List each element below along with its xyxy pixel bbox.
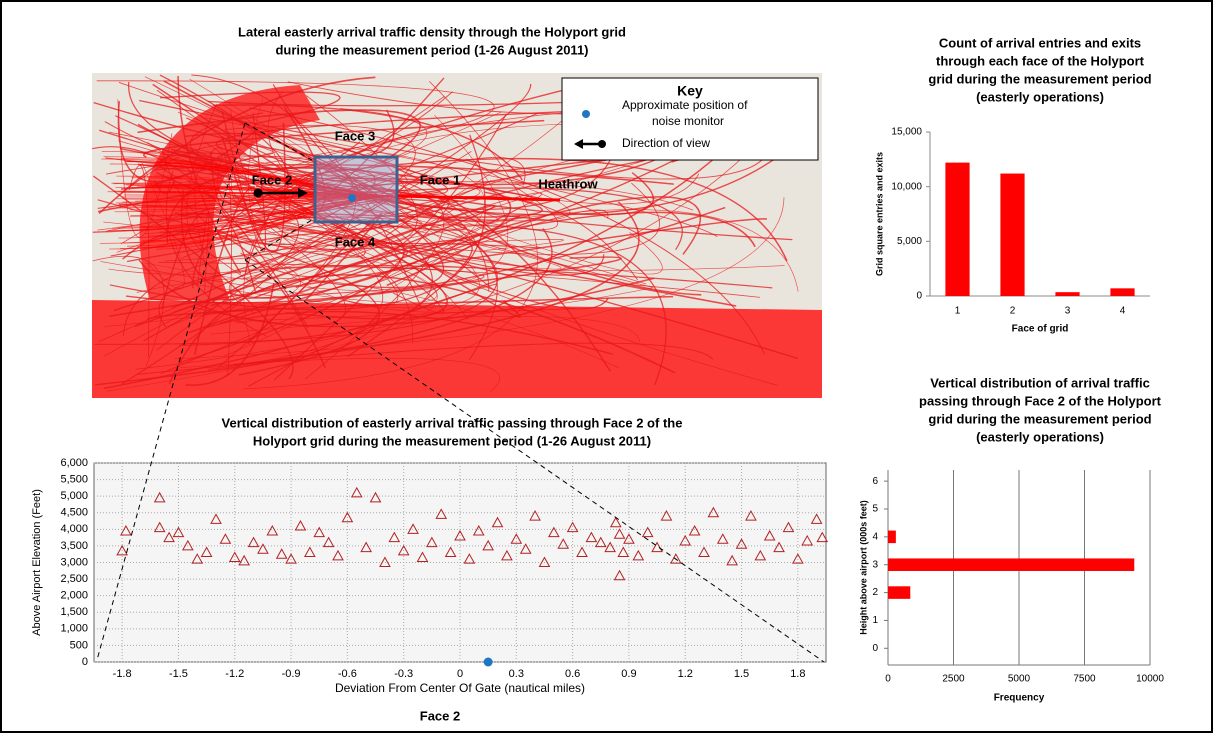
x-tick-label: 7500 (1073, 674, 1096, 685)
trace-mass (92, 300, 822, 398)
x-axis-label: Deviation From Center Of Gate (nautical … (335, 681, 585, 695)
x-tick-label: 10000 (1136, 674, 1164, 685)
y-tick-label: 4,000 (60, 523, 88, 535)
chart-title: passing through Face 2 of the Holyport (919, 393, 1162, 408)
x-tick-label: -0.6 (338, 668, 357, 680)
chart-title: Vertical distribution of easterly arriva… (222, 415, 683, 430)
y-tick-label: 5 (872, 504, 878, 515)
y-axis-label: Height above airport (000s feet) (858, 500, 868, 635)
x-tick-label: -1.2 (225, 668, 244, 680)
y-axis-label: Above Airport Elevation (Feet) (31, 489, 43, 636)
face-label: Face 4 (335, 234, 376, 249)
key-label: noise monitor (652, 114, 724, 128)
y-tick-label: 4,500 (60, 507, 88, 519)
y-tick-label: 6,000 (60, 457, 88, 469)
x-tick-label: 2 (1010, 306, 1016, 317)
point (484, 658, 493, 667)
y-tick-label: 3 (872, 559, 878, 570)
y-tick-label: 5,000 (60, 490, 88, 502)
y-tick-label: 5,000 (897, 236, 922, 247)
bar (888, 586, 910, 599)
key-monitor-dot (582, 110, 590, 118)
x-tick-label: 1.8 (790, 668, 805, 680)
bar (1000, 174, 1024, 296)
x-tick-label: 2500 (942, 674, 965, 685)
x-tick-label: 0 (457, 668, 463, 680)
y-tick-label: 1,000 (60, 623, 88, 635)
key-arrow-tail (598, 140, 606, 148)
chart-title: (easterly operations) (976, 89, 1104, 104)
x-tick-label: 0 (885, 674, 891, 685)
x-tick-label: 1.5 (734, 668, 749, 680)
bar (888, 558, 1134, 571)
x-tick-label: -1.8 (113, 668, 132, 680)
y-tick-label: 5,500 (60, 473, 88, 485)
y-tick-label: 3,000 (60, 556, 88, 568)
y-tick-label: 4 (872, 531, 878, 542)
x-tick-label: 0.6 (565, 668, 580, 680)
x-tick-label: 5000 (1008, 674, 1031, 685)
face-label: Face 2 (252, 172, 292, 187)
y-tick-label: 2,500 (60, 573, 88, 585)
x-tick-label: -0.3 (394, 668, 413, 680)
x-tick-label: -1.5 (169, 668, 188, 680)
chart-title: Count of arrival entries and exits (939, 35, 1141, 50)
key-title: Key (677, 83, 703, 99)
key-label: Direction of view (622, 136, 710, 150)
chart-title: Vertical distribution of arrival traffic (930, 375, 1150, 390)
y-tick-label: 6 (872, 476, 878, 487)
x-tick-label: 3 (1065, 306, 1071, 317)
y-tick-label: 10,000 (891, 181, 922, 192)
grid-square (315, 157, 397, 222)
chart-title: through each face of the Holyport (936, 53, 1145, 68)
y-tick-label: 0 (916, 291, 922, 302)
x-tick-label: 1.2 (678, 668, 693, 680)
chart-title: Holyport grid during the measurement per… (253, 433, 651, 448)
chart-title: grid during the measurement period (928, 71, 1151, 86)
x-tick-label: 0.9 (621, 668, 636, 680)
bar (888, 531, 896, 544)
y-tick-label: 500 (70, 639, 88, 651)
map: Face 3 Face 2 Face 1 Face 4 Heathrow Key… (92, 73, 822, 398)
y-tick-label: 3,500 (60, 540, 88, 552)
figure: Face 3 Face 2 Face 1 Face 4 Heathrow Key… (0, 0, 1213, 733)
face-label: Face 1 (420, 172, 460, 187)
y-tick-label: 2 (872, 587, 878, 598)
y-tick-label: 1,500 (60, 606, 88, 618)
chart-title: (easterly operations) (976, 429, 1104, 444)
y-axis-label: Grid square entries and exits (874, 152, 884, 276)
bar (1055, 292, 1079, 296)
y-tick-label: 15,000 (891, 127, 922, 138)
monitor-dot (348, 194, 356, 202)
y-tick-label: 2,000 (60, 590, 88, 602)
map-title: during the measurement period (1-26 Augu… (275, 42, 588, 57)
airport-label: Heathrow (538, 176, 598, 191)
bar (1110, 288, 1134, 296)
x-tick-label: -0.9 (282, 668, 301, 680)
bar (945, 163, 969, 296)
x-tick-label: 4 (1120, 306, 1126, 317)
map-title: Lateral easterly arrival traffic density… (238, 24, 626, 39)
x-axis-label: Frequency (994, 693, 1045, 704)
y-tick-label: 1 (872, 615, 878, 626)
caption: Face 2 (420, 708, 460, 723)
y-tick-label: 0 (872, 643, 878, 654)
x-tick-label: 0.3 (509, 668, 524, 680)
face-label: Face 3 (335, 128, 375, 143)
key-label: Approximate position of (622, 98, 748, 112)
chart-title: grid during the measurement period (928, 411, 1151, 426)
x-tick-label: 1 (955, 306, 961, 317)
y-tick-label: 0 (82, 656, 88, 668)
x-axis-label: Face of grid (1012, 324, 1069, 335)
view-arrow-tail (254, 189, 263, 198)
